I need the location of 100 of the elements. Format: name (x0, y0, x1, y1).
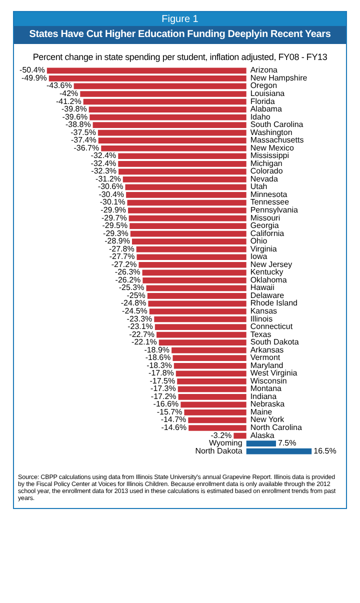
data-label: -38.8% (65, 120, 91, 130)
y-tick-label: South Carolina (250, 120, 304, 130)
data-label: -32.3% (91, 166, 117, 176)
data-label: -18.3% (146, 360, 172, 370)
data-label: -30.4% (98, 190, 124, 199)
y-tick-label: Massachusetts (250, 136, 304, 145)
data-label: -15.7% (156, 407, 182, 416)
data-label: -31.2% (96, 174, 121, 184)
y-tick-label: Hawaii (250, 283, 275, 292)
data-label: -26.2% (115, 275, 141, 284)
data-label: -37.5% (70, 128, 96, 137)
data-label: -29.5% (102, 221, 128, 230)
y-tick-label: Kentucky (250, 268, 284, 277)
data-label: -28.9% (104, 236, 130, 246)
y-tick-label: Texas (250, 330, 272, 339)
data-label: -22.7% (129, 330, 155, 339)
y-tick-label: West Virginia (250, 368, 298, 378)
y-tick-label: New Hampshire (250, 73, 308, 82)
data-label: -26.3% (114, 268, 140, 277)
y-tick-label: Mississippi (250, 151, 290, 160)
data-label: -18.9% (144, 345, 170, 354)
chart-subtitle: Percent change in state spending per student, inflation adjusted, FY08 - FY13 (32, 52, 328, 62)
data-label: -50.4% (20, 66, 45, 75)
data-label: -17.5% (150, 376, 176, 386)
data-label: -36.7% (74, 143, 100, 152)
y-tick-label: California (250, 228, 285, 238)
data-label: 7.5% (278, 438, 296, 448)
y-tick-label: Iowa (250, 252, 268, 262)
chart-title: States Have Cut Higher Education Funding Deeplyin Recent Years (14, 26, 346, 44)
y-tick-label: Alaska (250, 430, 275, 440)
data-label: -43.6% (46, 81, 72, 90)
y-tick-label: Delaware (250, 290, 285, 300)
data-label: -29.9% (100, 206, 126, 215)
y-tick-label: Nevada (250, 174, 278, 184)
data-label: -17.8% (148, 368, 174, 378)
y-tick-label: Tennessee (250, 198, 290, 207)
y-tick-label: Vermont (250, 353, 281, 362)
y-tick-label: Maine (250, 407, 273, 416)
data-label: -49.9% (22, 73, 47, 82)
data-label: -25.3% (118, 283, 144, 292)
y-tick-label: Kansas (250, 306, 278, 316)
y-tick-label: Virginia (250, 244, 278, 254)
y-tick-label: Idaho (250, 112, 271, 122)
data-label: -37.4% (70, 136, 96, 145)
y-tick-label: Louisiana (250, 88, 286, 98)
data-label: -41.2% (56, 96, 82, 106)
y-tick-label: Florida (250, 96, 276, 106)
y-tick-label: Oregon (250, 81, 278, 90)
data-label: -32.4% (90, 158, 116, 168)
y-tick-label: Pennsylvania (250, 206, 298, 215)
y-tick-label: Ohio (250, 236, 268, 246)
data-label: -17.2% (150, 392, 176, 401)
data-label: -18.6% (145, 353, 171, 362)
y-tick-label: Oklahoma (250, 275, 288, 284)
data-label: 16.5% (314, 446, 336, 456)
y-tick-label: North Carolina (250, 423, 302, 432)
data-label: -29.7% (101, 213, 127, 222)
y-tick-label: Maryland (250, 360, 284, 370)
y-tick-label: Wyoming (209, 438, 242, 448)
data-label: -17.3% (150, 384, 176, 394)
y-tick-label: Nebraska (250, 400, 286, 409)
y-tick-label: Washington (250, 128, 292, 137)
y-tick-label: Utah (250, 182, 268, 192)
data-label: -39.8% (62, 104, 87, 114)
y-tick-label: New Jersey (250, 260, 292, 269)
data-label: -27.8% (108, 244, 134, 254)
y-tick-label: Wisconsin (250, 376, 287, 386)
y-tick-label: Colorado (250, 166, 284, 176)
data-label: -42% (59, 88, 78, 98)
data-label: -32.4% (90, 151, 116, 160)
data-label: -14.7% (160, 415, 186, 424)
y-tick-label: New York (250, 415, 286, 424)
data-label: -27.7% (109, 252, 135, 262)
y-tick-label: Alabama (250, 104, 282, 114)
y-tick-label: Connecticut (250, 322, 294, 332)
data-label: -29.3% (103, 228, 128, 238)
y-tick-label: Minnesota (250, 190, 288, 199)
y-tick-label: New Mexico (250, 143, 294, 152)
data-label: -27.2% (111, 260, 137, 269)
y-tick-label: Rhode Island (250, 298, 298, 308)
y-tick-label: Arkansas (250, 345, 284, 354)
data-label: -16.6% (153, 400, 179, 409)
data-label: -30.6% (98, 182, 124, 192)
data-label: -14.6% (161, 423, 187, 432)
y-tick-label: Michigan (250, 158, 282, 168)
y-tick-label: South Dakota (250, 338, 300, 347)
caption: Figure 1 (14, 12, 346, 26)
data-label: -23.1% (128, 322, 153, 332)
y-tick-label: Indiana (250, 392, 278, 401)
y-tick-label: Illinois (250, 314, 273, 324)
y-tick-label: Montana (250, 384, 282, 394)
data-label: -24.5% (122, 306, 148, 316)
data-label: -22.1% (132, 338, 157, 347)
y-tick-label: Missouri (250, 213, 280, 222)
data-label: -3.2% (210, 430, 232, 440)
data-label: -23.3% (126, 314, 152, 324)
data-label: -30.1% (100, 198, 126, 207)
data-label: -39.6% (62, 112, 88, 122)
y-tick-label: North Dakota (195, 446, 243, 456)
y-tick-label: Arizona (250, 66, 278, 75)
